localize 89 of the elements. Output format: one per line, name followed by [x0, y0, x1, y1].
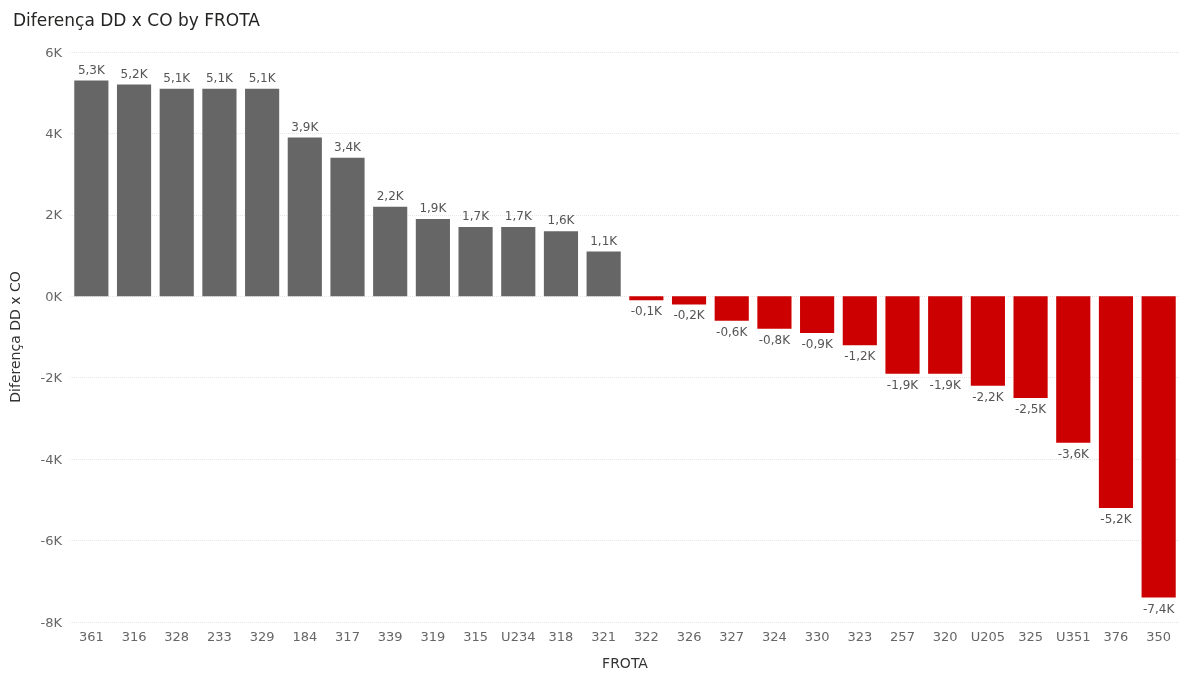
bar [800, 296, 835, 333]
x-tick-label: 326 [676, 629, 702, 644]
y-tick-label: 2K [45, 207, 63, 223]
data-label: -0,8K [758, 332, 792, 347]
data-label: 1,1K [590, 233, 619, 248]
bar [1013, 296, 1048, 399]
data-label: 3,9K [291, 119, 320, 134]
data-label: 5,1K [205, 70, 235, 85]
y-tick-label: -6K [40, 533, 63, 549]
bar [842, 296, 877, 346]
bar [415, 218, 450, 297]
bar [885, 296, 920, 374]
data-label: -0,6K [716, 324, 749, 339]
data-label: 2,2K [376, 188, 405, 203]
bar [501, 227, 536, 297]
bar [159, 88, 194, 297]
x-tick-label: 324 [762, 629, 787, 644]
x-tick-label: 329 [249, 629, 275, 644]
data-label: 5,3K [77, 62, 106, 77]
data-label: 1,7K [462, 209, 491, 224]
data-label: 3,4K [334, 139, 363, 154]
x-tick-label: 318 [548, 629, 574, 644]
x-tick-label: 339 [377, 629, 403, 644]
x-tick-label: 184 [292, 629, 318, 644]
x-tick-label: 330 [804, 629, 830, 644]
bar [330, 157, 365, 297]
bar [757, 296, 792, 329]
x-tick-label: 322 [633, 629, 659, 644]
data-label: -2,2K [972, 389, 1005, 404]
x-tick-label: 321 [591, 629, 617, 644]
y-tick-label: -8K [40, 614, 63, 630]
x-tick-label: 319 [420, 629, 446, 644]
x-tick-label: 317 [335, 629, 360, 644]
data-label: 1,6K [547, 213, 576, 228]
y-axis-title: Diferença DD x CO [7, 271, 23, 403]
data-label: -5,2K [1100, 512, 1133, 526]
data-label: 1,7K [504, 209, 533, 224]
bar [543, 231, 579, 297]
data-label: 5,2K [120, 66, 149, 81]
data-label: -2,5K [1014, 402, 1048, 417]
bar [1141, 296, 1176, 598]
x-tick-label: 350 [1146, 629, 1172, 644]
x-tick-label: 328 [164, 629, 190, 644]
bar [116, 84, 152, 297]
x-tick-label: U205 [970, 629, 1006, 644]
x-tick-label: U234 [501, 629, 536, 644]
data-label: 5,1K [163, 70, 192, 85]
bar [1098, 296, 1134, 508]
bar [373, 206, 408, 297]
data-label: -0,1K [630, 304, 664, 319]
data-label: -0,2K [673, 308, 706, 323]
data-label: -7,4K [1143, 601, 1176, 616]
bar [202, 88, 237, 297]
x-tick-label: 315 [463, 629, 488, 644]
bar [714, 296, 749, 321]
x-tick-label: 257 [890, 629, 915, 644]
bar [458, 227, 493, 297]
x-axis-title: FROTA [602, 655, 649, 671]
data-label: -0,9K [801, 336, 834, 351]
x-tick-label: 327 [719, 629, 745, 644]
bar [586, 251, 621, 297]
y-tick-label: 6K [45, 44, 63, 60]
x-tick-label: 325 [1018, 629, 1043, 644]
bar [74, 80, 109, 297]
x-tick-label: U351 [1056, 629, 1091, 644]
bar [1056, 296, 1091, 443]
bar [671, 296, 707, 305]
bar [629, 296, 664, 301]
chart-title: Diferença DD x CO by FROTA [13, 9, 261, 30]
bar [928, 296, 963, 374]
x-tick-label: 316 [121, 629, 147, 644]
data-label: -1,2K [844, 349, 877, 364]
y-tick-label: 0K [45, 288, 63, 304]
x-tick-label: 323 [847, 629, 873, 644]
y-tick-label: -2K [40, 370, 63, 386]
data-label: 5,1K [248, 70, 277, 85]
x-tick-label: 361 [78, 629, 104, 644]
data-label: -1,9K [929, 377, 962, 392]
data-label: 1,9K [419, 200, 448, 215]
y-tick-label: -4K [40, 451, 63, 467]
data-label: -1,9K [886, 377, 920, 392]
bar [970, 296, 1005, 386]
bar [245, 88, 280, 297]
y-tick-label: 4K [45, 125, 63, 141]
x-tick-label: 376 [1103, 629, 1129, 644]
x-tick-label: 233 [207, 629, 232, 644]
x-tick-label: 320 [932, 629, 958, 644]
data-label: -3,6K [1057, 446, 1091, 461]
bar [287, 137, 322, 297]
